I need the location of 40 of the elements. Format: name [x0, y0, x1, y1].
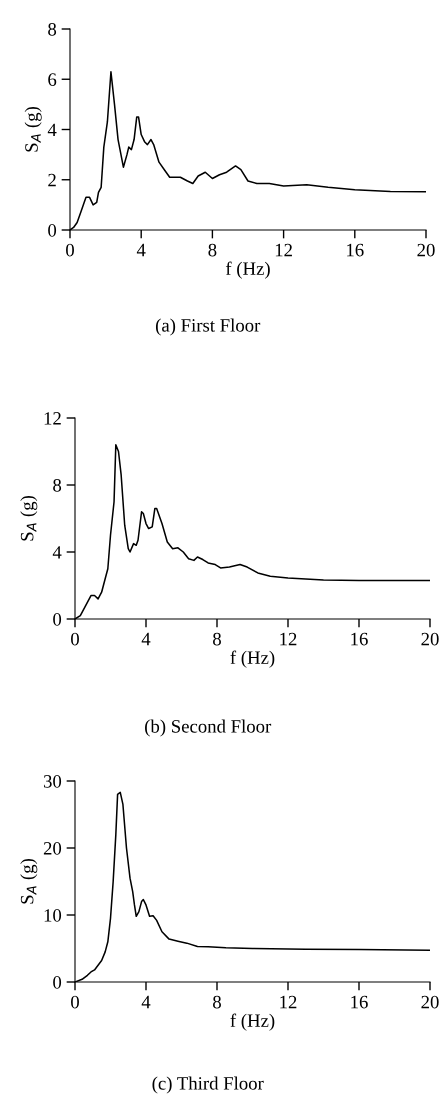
y-tick-label: 8	[48, 23, 57, 36]
y-tick-label: 6	[48, 73, 57, 86]
y-tick-label: 4	[52, 546, 62, 559]
y-tick-label: 10	[44, 909, 62, 922]
x-tick-label: 4	[141, 995, 151, 1009]
x-tick-label: 0	[66, 243, 74, 257]
x-tick-label: 4	[141, 632, 151, 646]
x-tick-label: 0	[71, 995, 79, 1009]
y-tick-label: 8	[53, 479, 62, 492]
x-tick-label: 20	[421, 632, 439, 646]
x-tick-label: 20	[417, 243, 435, 257]
y-tick-label: 2	[48, 173, 56, 187]
y-tick-label: 20	[43, 842, 62, 855]
x-tick-label: 0	[71, 632, 79, 646]
y-tick-label: 30	[43, 775, 62, 788]
y-tick-label: 0	[53, 976, 62, 989]
x-tick-label: 8	[213, 632, 221, 646]
text: (c) Third Floor	[152, 1076, 264, 1094]
y-axis-title: S$_{A}$ (g)	[20, 496, 38, 541]
y-tick-label: 0	[53, 613, 62, 626]
x-tick-label: 16	[351, 632, 368, 646]
text: (a) First Floor	[155, 318, 261, 336]
x-tick-label: 20	[421, 995, 439, 1009]
x-tick-label: 16	[347, 243, 364, 257]
x-tick-label: 12	[275, 243, 292, 257]
x-tick-label: 4	[136, 243, 146, 257]
x-axis-title: f (Hz)	[230, 1013, 275, 1031]
x-tick-label: 12	[280, 995, 297, 1009]
y-tick-label: 0	[48, 224, 57, 237]
x-tick-label: 12	[280, 632, 297, 646]
x-tick-label: 8	[213, 995, 221, 1009]
x-tick-label: 8	[208, 243, 217, 257]
y-axis-title: S$_{A}$ (g)	[20, 859, 38, 904]
x-tick-label: 16	[351, 995, 368, 1009]
x-axis-title: f (Hz)	[230, 650, 275, 668]
x-axis-title: f (Hz)	[225, 261, 270, 279]
text: (b) Second Floor	[145, 719, 272, 737]
y-tick-label: 4	[47, 123, 57, 137]
y-tick-label: 12	[44, 412, 61, 425]
y-axis-title: S$_{A}$ (g)	[24, 107, 42, 152]
